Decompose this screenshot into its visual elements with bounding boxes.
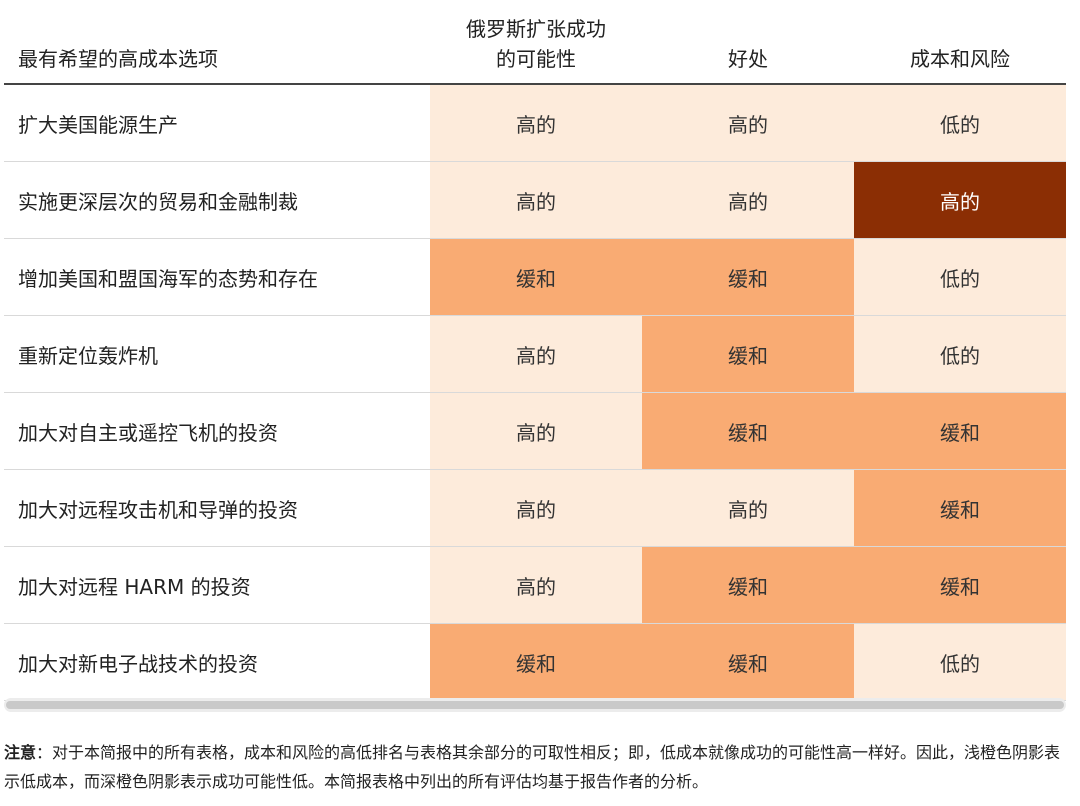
row-option-label: 加大对远程 HARM 的投资 xyxy=(18,574,251,599)
header-success-line1: 俄罗斯扩张成功 xyxy=(466,17,606,41)
cell-success: 缓和 xyxy=(430,624,642,700)
cell-cost-risk: 缓和 xyxy=(854,470,1066,546)
cell-cost-risk: 缓和 xyxy=(854,393,1066,469)
table-row: 加大对远程 HARM 的投资 高的 缓和 缓和 xyxy=(4,547,1066,624)
header-success-probability: 俄罗斯扩张成功 的可能性 xyxy=(430,14,642,74)
cell-benefit: 高的 xyxy=(642,470,854,546)
table-body: 扩大美国能源生产 高的 高的 低的 实施更深层次的贸易和金融制裁 高的 高的 高的 增加美国和盟… xyxy=(4,85,1066,701)
header-cost-risk: 成本和风险 xyxy=(910,47,1010,71)
table-row: 加大对自主或遥控飞机的投资 高的 缓和 缓和 xyxy=(4,393,1066,470)
scrollbar-thumb[interactable] xyxy=(6,701,1064,709)
header-success-line2: 的可能性 xyxy=(496,47,576,71)
cell-benefit: 缓和 xyxy=(642,547,854,623)
cell-benefit: 缓和 xyxy=(642,393,854,469)
cell-cost-risk: 缓和 xyxy=(854,547,1066,623)
note-label: 注意 xyxy=(4,743,37,762)
row-option-label: 实施更深层次的贸易和金融制裁 xyxy=(18,189,298,214)
cell-benefit: 高的 xyxy=(642,85,854,161)
cell-benefit: 高的 xyxy=(642,162,854,238)
table-row: 实施更深层次的贸易和金融制裁 高的 高的 高的 xyxy=(4,162,1066,239)
header-divider xyxy=(4,83,1066,85)
table-row: 重新定位轰炸机 高的 缓和 低的 xyxy=(4,316,1066,393)
table-note: 注意：对于本简报中的所有表格，成本和风险的高低排名与表格其余部分的可取性相反；即… xyxy=(4,738,1070,796)
note-text: ：对于本简报中的所有表格，成本和风险的高低排名与表格其余部分的可取性相反；即，低… xyxy=(4,743,1061,791)
header-option: 最有希望的高成本选项 xyxy=(18,47,218,71)
cell-success: 高的 xyxy=(430,547,642,623)
row-option-label: 重新定位轰炸机 xyxy=(18,343,158,368)
cell-success: 高的 xyxy=(430,393,642,469)
row-option-label: 加大对新电子战技术的投资 xyxy=(18,651,258,676)
row-option-label: 加大对自主或遥控飞机的投资 xyxy=(18,420,278,445)
cell-cost-risk: 高的 xyxy=(854,162,1066,238)
cell-benefit: 缓和 xyxy=(642,239,854,315)
horizontal-scrollbar[interactable] xyxy=(4,698,1066,712)
cell-benefit: 缓和 xyxy=(642,316,854,392)
row-option-label: 加大对远程攻击机和导弹的投资 xyxy=(18,497,298,522)
cell-cost-risk: 低的 xyxy=(854,316,1066,392)
table-header: 最有希望的高成本选项 俄罗斯扩张成功 的可能性 好处 成本和风险 xyxy=(0,0,1066,85)
cell-benefit: 缓和 xyxy=(642,624,854,700)
row-option-label: 增加美国和盟国海军的态势和存在 xyxy=(18,266,318,291)
cell-cost-risk: 低的 xyxy=(854,85,1066,161)
cell-cost-risk: 低的 xyxy=(854,624,1066,700)
cell-cost-risk: 低的 xyxy=(854,239,1066,315)
cell-success: 高的 xyxy=(430,470,642,546)
row-option-label: 扩大美国能源生产 xyxy=(18,112,178,137)
header-benefit: 好处 xyxy=(728,47,768,71)
cell-success: 高的 xyxy=(430,162,642,238)
cell-success: 高的 xyxy=(430,85,642,161)
table-row: 加大对远程攻击机和导弹的投资 高的 高的 缓和 xyxy=(4,470,1066,547)
table-row: 加大对新电子战技术的投资 缓和 缓和 低的 xyxy=(4,624,1066,701)
table-row: 扩大美国能源生产 高的 高的 低的 xyxy=(4,85,1066,162)
table-row: 增加美国和盟国海军的态势和存在 缓和 缓和 低的 xyxy=(4,239,1066,316)
cell-success: 缓和 xyxy=(430,239,642,315)
cell-success: 高的 xyxy=(430,316,642,392)
